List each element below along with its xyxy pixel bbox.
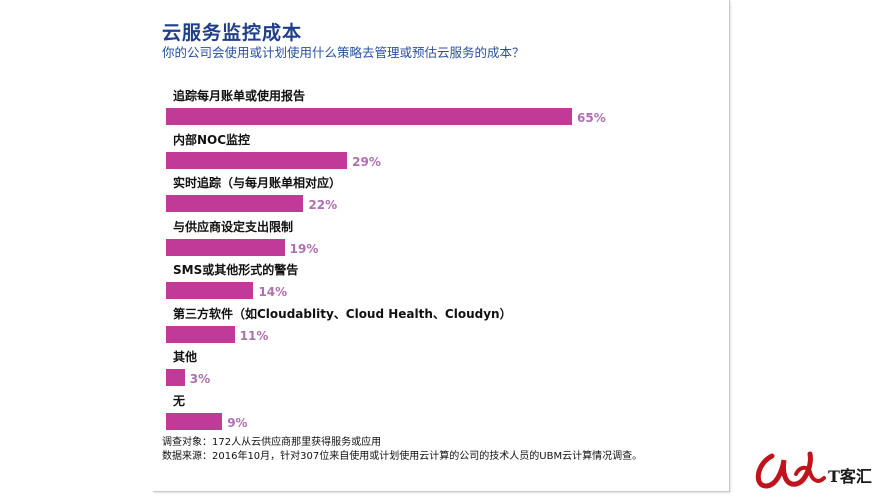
bar [166,369,185,386]
chart-title: 云服务监控成本 [162,22,303,44]
chart-subtitle: 你的公司会使用或计划使用什么策略去管理或预估云服务的成本？ [162,45,525,60]
value-label: 9% [227,415,248,430]
bar [166,151,348,169]
bar [166,238,285,256]
bar [166,282,254,299]
category-label: 内部NOC监控 [173,132,251,147]
value-label: 11% [239,328,269,343]
source-note: 数据来源：2016年10月，针对307位来自使用或计划使用云计算的公司的技术人员… [162,451,643,462]
value-label: 3% [189,372,211,386]
value-label: 19% [289,241,319,256]
survey-note: 调查对象：172人从云供应商那里获得服务或应用 [162,437,382,448]
watermark-text: T客汇 [828,467,872,486]
category-label: 其他 [173,350,198,364]
bar [166,108,572,125]
bar [166,195,304,212]
bar [166,325,235,343]
bar [166,412,223,430]
value-label: 14% [258,285,288,299]
category-label: 与供应商设定支出限制 [173,219,294,234]
value-label: 22% [308,198,338,212]
category-label: 追踪每月账单或使用报告 [173,89,306,103]
category-label: 实时追踪（与每月账单相对应） [173,176,342,190]
category-label: 第三方软件（如Cloudablity、Cloud Health、Cloudyn） [173,306,512,321]
value-label: 29% [352,154,381,169]
category-label: 无 [173,393,186,408]
category-label: SMS或其他形式的警告 [173,263,299,277]
logo-icon [755,451,826,489]
value-label: 65% [577,111,606,125]
